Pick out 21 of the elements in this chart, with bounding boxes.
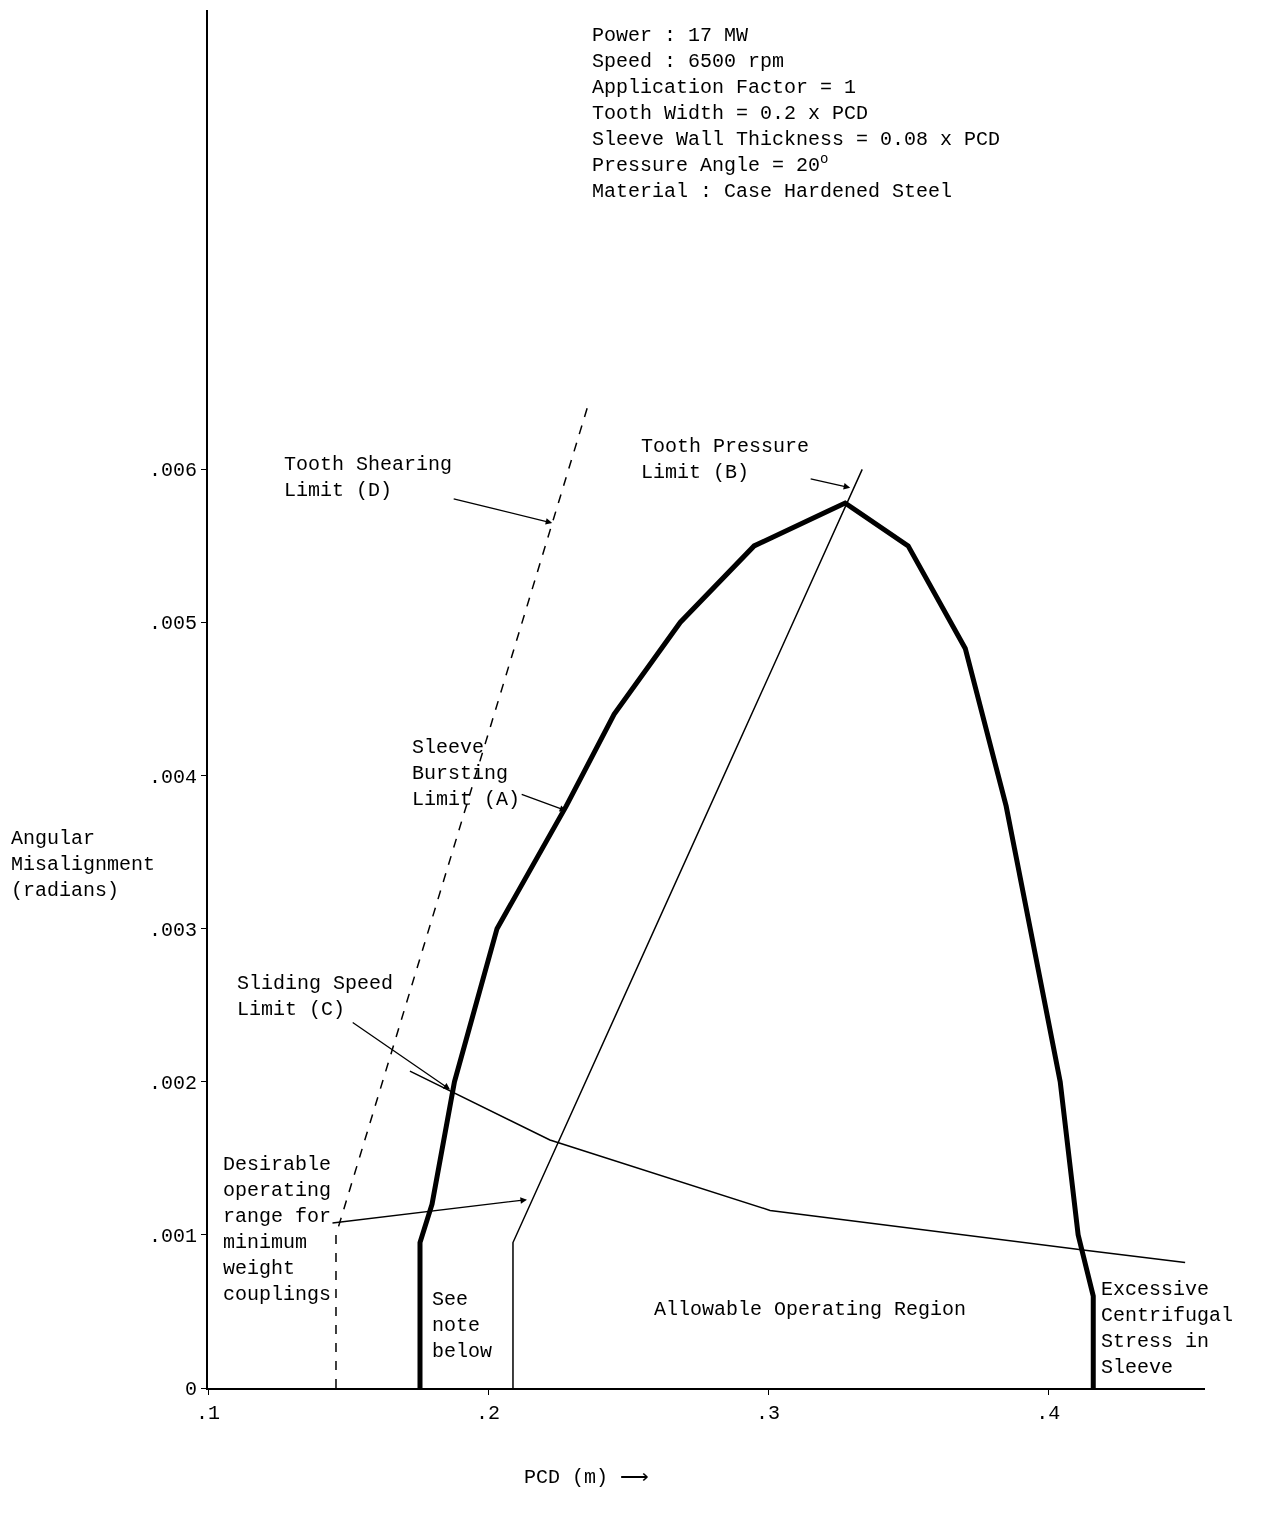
y-tick-label: .002 — [148, 1071, 197, 1095]
x-tick-label: .2 — [476, 1402, 501, 1425]
y-tick-label: .006 — [148, 459, 197, 483]
annotation: Excessive Centrifugal Stress in Sleeve — [1101, 1278, 1234, 1379]
x-axis-title: PCD (m) ⟶ — [524, 1466, 650, 1489]
y-tick-label: 0 — [184, 1378, 197, 1401]
annotation: See note below — [432, 1288, 493, 1363]
annotation: Desirable operating range for minimum weight couplings — [223, 1153, 332, 1306]
x-tick-label: .3 — [756, 1402, 781, 1425]
annotation: Tooth Pressure Limit (B) — [641, 435, 810, 484]
annotation: Allowable Operating Region — [654, 1298, 967, 1321]
y-tick-label: .001 — [148, 1224, 197, 1248]
x-tick-label: .1 — [195, 1402, 221, 1425]
y-tick-label: .005 — [148, 612, 197, 636]
y-tick-label: .004 — [148, 765, 197, 789]
annotation: Power : 17 MW Speed : 6500 rpm Application Factor = 1 Tooth Width = 0.2 x PCD Sleeve Wall Thickness = 0.08 x PCD Pressure Angle = 20$^{o}$ Material : Case Hardened Steel — [592, 24, 1001, 203]
annotation: Sliding Speed Limit (C) — [237, 972, 394, 1021]
y-axis-title: Angular Misalignment (radians) — [11, 827, 156, 902]
y-tick-label: .003 — [148, 918, 197, 942]
annotation: Tooth Shearing Limit (D) — [284, 453, 453, 502]
x-tick-label: .4 — [1036, 1402, 1061, 1425]
